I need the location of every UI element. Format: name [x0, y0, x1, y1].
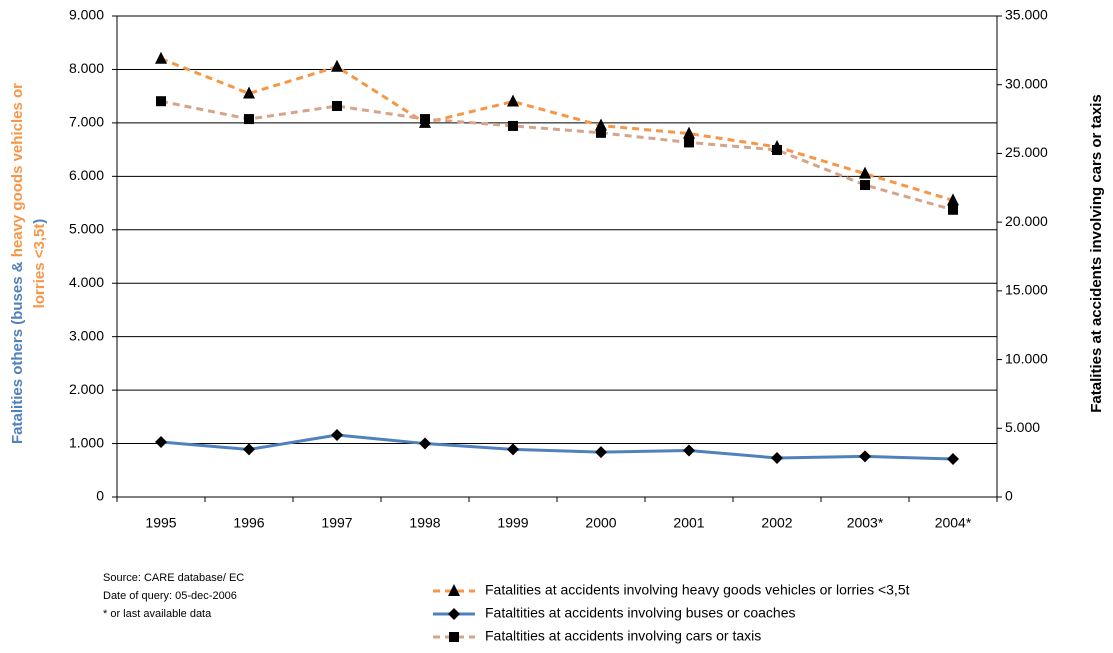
marker: [156, 96, 166, 107]
y2-axis-label: Fatalities at accidents involving cars o…: [1088, 94, 1105, 412]
x-tick-label: 2001: [673, 515, 704, 531]
x-tick-label: 1996: [233, 515, 264, 531]
y2-tick-label: 10.000: [1005, 350, 1048, 366]
legend-marker: [449, 632, 459, 642]
y-tick-label: 3.000: [69, 327, 104, 343]
marker: [860, 180, 870, 191]
legend-label: Fataltities at accidents involving buses…: [485, 605, 796, 621]
y-tick-label: 4.000: [69, 274, 104, 290]
y-axis-label-part: ): [31, 219, 48, 224]
y2-tick-label: 20.000: [1005, 213, 1048, 229]
x-tick-label: 1998: [409, 515, 440, 531]
marker: [331, 59, 343, 72]
note: Source: CARE database/ EC: [103, 572, 244, 584]
series-line: [160, 433, 954, 461]
marker: [947, 193, 959, 206]
y-axis-label-part: heavy goods vehicles or: [9, 83, 26, 257]
y-tick-label: 1.000: [69, 434, 104, 450]
y-axis-label-part: Fatalities others (buses &: [9, 257, 26, 444]
marker: [859, 450, 871, 463]
note: * or last available data: [103, 608, 212, 620]
note: Date of query: 05-dec-2006: [103, 590, 237, 602]
marker: [155, 51, 167, 64]
x-tick-label: 2002: [761, 515, 792, 531]
legend-label: Fataltities at accidents involving cars …: [485, 628, 761, 644]
y2-tick-label: 15.000: [1005, 282, 1048, 298]
marker: [420, 114, 430, 125]
x-tick-label: 1995: [145, 515, 176, 531]
y2-tick-label: 30.000: [1005, 75, 1048, 91]
x-tick-label: 1997: [321, 515, 352, 531]
marker: [507, 443, 519, 456]
x-tick-label: 2000: [585, 515, 616, 531]
x-tick-label: 2004*: [935, 515, 972, 531]
marker: [155, 435, 167, 448]
legend-marker: [448, 608, 460, 620]
y2-tick-label: 5.000: [1005, 419, 1040, 435]
y-tick-label: 8.000: [69, 60, 104, 76]
marker: [596, 127, 606, 138]
series-line: [160, 99, 954, 212]
marker: [947, 453, 959, 466]
y-axis-label-part: lorries <3,5t: [31, 224, 48, 309]
marker: [683, 444, 695, 457]
marker: [772, 144, 782, 155]
marker: [419, 437, 431, 450]
marker: [684, 137, 694, 148]
marker: [331, 429, 343, 442]
marker: [507, 94, 519, 107]
y-tick-label: 0: [96, 488, 104, 504]
y-tick-label: 9.000: [69, 7, 104, 23]
marker: [243, 86, 255, 99]
marker: [332, 101, 342, 112]
x-tick-label: 1999: [497, 515, 528, 531]
marker: [595, 446, 607, 459]
y-tick-label: 5.000: [69, 220, 104, 236]
marker: [859, 166, 871, 179]
marker: [243, 443, 255, 456]
legend-label: Fatalities at accidents involving heavy …: [485, 582, 910, 598]
y2-tick-label: 0: [1005, 488, 1013, 504]
marker: [948, 204, 958, 215]
y-tick-label: 7.000: [69, 114, 104, 130]
x-tick-label: 2003*: [847, 515, 884, 531]
y2-tick-label: 25.000: [1005, 144, 1048, 160]
y-tick-label: 6.000: [69, 167, 104, 183]
marker: [508, 120, 518, 131]
legend-marker: [448, 584, 460, 596]
y2-tick-label: 35.000: [1005, 7, 1048, 23]
y-tick-label: 2.000: [69, 381, 104, 397]
marker: [771, 451, 783, 464]
series-line: [160, 57, 954, 202]
y-axis-label: lorries <3,5t): [31, 219, 48, 309]
marker: [595, 118, 607, 131]
marker: [244, 114, 254, 125]
marker: [683, 126, 695, 139]
y-axis-label: Fatalities others (buses & heavy goods v…: [9, 83, 26, 444]
